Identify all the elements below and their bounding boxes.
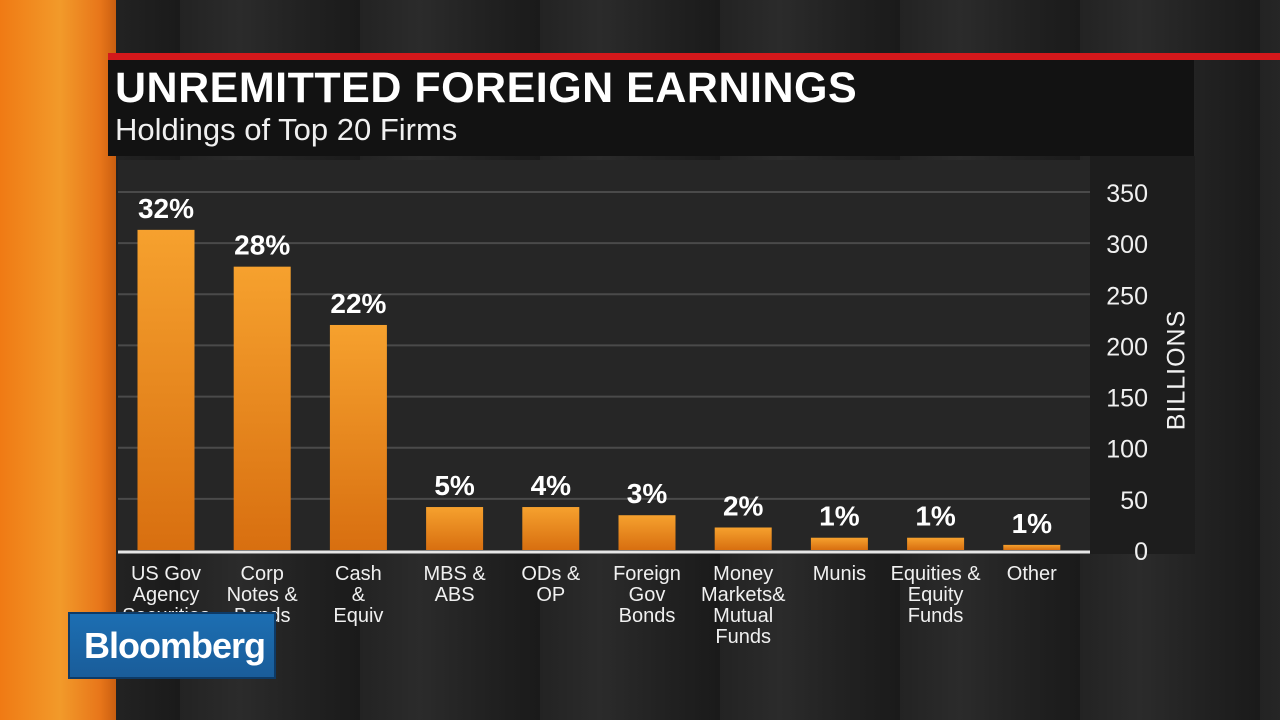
y-tick-label: 50 <box>1120 487 1148 515</box>
y-tick-label: 300 <box>1106 231 1148 259</box>
bar <box>426 507 484 550</box>
x-tick-label: Money <box>713 563 773 585</box>
title-bar <box>108 60 1194 156</box>
x-tick-label: Equities & <box>891 563 982 585</box>
bloomberg-logo: Bloomberg <box>68 612 276 679</box>
x-tick-label: & <box>352 584 366 606</box>
x-tick-label: ODs & <box>521 563 581 585</box>
x-tick-label: Equiv <box>333 605 383 627</box>
x-tick-label: Foreign <box>613 563 681 585</box>
bar-data-label: 28% <box>234 230 290 261</box>
x-tick-label: Equity <box>908 584 964 606</box>
bar-data-label: 4% <box>531 470 572 501</box>
x-tick-label: Cash <box>335 563 382 585</box>
y-tick-label: 200 <box>1106 333 1148 361</box>
y-tick-label: 350 <box>1106 180 1148 208</box>
bar <box>714 527 772 550</box>
x-tick-label: Corp <box>241 563 284 585</box>
bar-data-label: 1% <box>915 501 956 532</box>
x-tick-label: Gov <box>629 584 666 606</box>
y-tick-label: 0 <box>1134 538 1148 566</box>
x-tick-label: OP <box>536 584 565 606</box>
bar-data-label: 22% <box>330 288 386 319</box>
x-tick-label: MBS & <box>423 563 486 585</box>
y-tick-label: 100 <box>1106 436 1148 464</box>
bar-data-label: 1% <box>819 501 860 532</box>
bar <box>522 507 580 550</box>
x-tick-label: US Gov <box>131 563 201 585</box>
bar <box>1003 544 1061 550</box>
red-rule <box>108 53 1280 60</box>
bar-data-label: 2% <box>723 490 764 521</box>
bar <box>907 537 965 550</box>
bar <box>233 266 291 550</box>
x-tick-label: Mutual <box>713 605 773 627</box>
x-tick-label: Munis <box>813 563 866 585</box>
chart-subtitle: Holdings of Top 20 Firms <box>115 112 458 147</box>
y-axis-label: BILLIONS <box>1162 309 1191 431</box>
y-tick-label: 150 <box>1106 385 1148 413</box>
x-tick-label: Agency <box>133 584 200 606</box>
bar <box>137 229 195 551</box>
bar <box>810 537 868 550</box>
bar-data-label: 1% <box>1012 508 1053 539</box>
x-tick-label: Notes & <box>227 584 299 606</box>
bar <box>329 324 387 550</box>
y-tick-label: 250 <box>1106 282 1148 310</box>
x-tick-label: Funds <box>908 605 964 627</box>
x-tick-label: ABS <box>435 584 475 606</box>
orange-side-strip <box>0 0 116 720</box>
x-tick-label: Markets& <box>701 584 786 606</box>
x-tick-label: Funds <box>715 626 771 648</box>
y-axis-panel <box>1090 156 1195 554</box>
chart-title: UNREMITTED FOREIGN EARNINGS <box>115 64 858 112</box>
bar-data-label: 32% <box>138 193 194 224</box>
bar <box>618 515 676 550</box>
bar-data-label: 3% <box>627 478 668 509</box>
x-tick-label: Other <box>1007 563 1057 585</box>
logo-text: Bloomberg <box>84 625 266 666</box>
x-tick-label: Bonds <box>619 605 676 627</box>
bar-data-label: 5% <box>434 470 475 501</box>
